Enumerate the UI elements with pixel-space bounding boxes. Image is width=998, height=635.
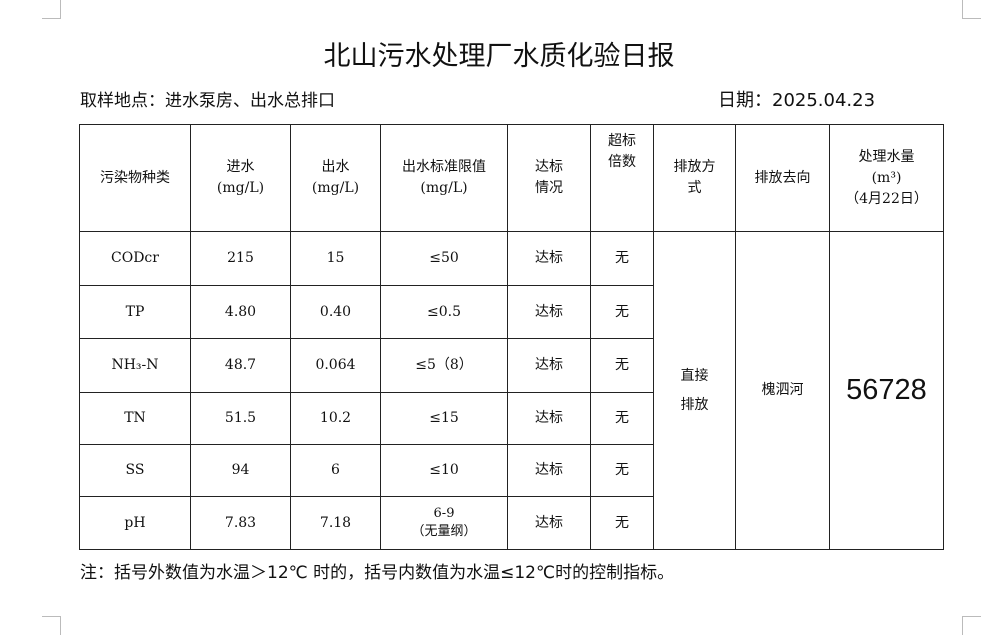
exceed-value: 无 — [590, 444, 654, 497]
page-title: 北山污水处理厂水质化验日报 — [323, 41, 675, 72]
destination: 槐泗河 — [735, 231, 830, 550]
sampling-location: 取样地点：进水泵房、出水总排口 — [80, 91, 335, 111]
unit: (mg/L) — [216, 180, 265, 196]
limit-value: ≤50 — [380, 231, 508, 286]
outflow-value: 6 — [290, 444, 381, 497]
inflow-value: 4.80 — [190, 285, 291, 339]
status-value: 达标 — [507, 338, 591, 393]
pollutant-name: NH₃-N — [79, 338, 191, 393]
header-outflow: 出水 (mg/L) — [290, 124, 381, 232]
discharge-mode: 直接 排放 — [653, 231, 736, 550]
exceed-value: 无 — [590, 231, 654, 286]
inflow-value: 94 — [190, 444, 291, 497]
header-status: 达标 情况 — [507, 124, 591, 232]
inflow-value: 215 — [190, 231, 291, 286]
status-value: 达标 — [507, 444, 591, 497]
limit-value: ≤10 — [380, 444, 508, 497]
pollutant-name: pH — [79, 496, 191, 550]
limit-value: ≤0.5 — [380, 285, 508, 339]
water-quality-table: 污染物种类 进水 (mg/L) 出水 (mg/L) 出水标准限值 (mg/L) 达标情… — [79, 124, 944, 550]
corner-mark — [962, 0, 981, 19]
outflow-value: 0.40 — [290, 285, 381, 339]
limit-value: 6-9 （无量纲） — [380, 496, 508, 550]
header-limit: 出水标准限值 (mg/L) — [380, 124, 508, 232]
limit-value: ≤5（8） — [380, 338, 508, 393]
label: 处理水量 — [858, 148, 915, 165]
label: 排放方 — [673, 159, 716, 175]
exceed-value: 无 — [590, 338, 654, 393]
header-volume: 处理水量 (m³) （4月22日） — [829, 124, 944, 232]
inflow-value: 7.83 — [190, 496, 291, 550]
label: 出水 — [321, 159, 350, 175]
table-row: NH₃-N 48.7 0.064 ≤5（8） 达标 无 — [79, 338, 944, 393]
label: 式 — [687, 180, 702, 196]
limit-value: ≤15 — [380, 392, 508, 445]
header-discharge-mode: 排放方式 — [653, 124, 736, 232]
header-exceed: 超标 倍数 — [590, 124, 654, 232]
label: 排放 — [680, 396, 709, 413]
outflow-value: 0.064 — [290, 338, 381, 393]
header-destination: 排放去向 — [735, 124, 830, 232]
pollutant-name: TP — [79, 285, 191, 339]
treated-volume: 56728 — [829, 231, 944, 550]
exceed-value: 无 — [590, 285, 654, 339]
label: 进水 — [226, 159, 255, 175]
header-pollutant: 污染物种类 — [79, 124, 191, 232]
status-value: 达标 — [507, 285, 591, 339]
pollutant-name: TN — [79, 392, 191, 445]
pollutant-name: SS — [79, 444, 191, 497]
corner-mark — [42, 616, 61, 635]
report-date: 日期：2025.04.23 — [718, 90, 876, 111]
pollutant-name: CODcr — [79, 231, 191, 286]
outflow-value: 7.18 — [290, 496, 381, 550]
unit: (m³) — [871, 169, 902, 186]
table-row: TP 4.80 0.40 ≤0.5 达标 无 — [79, 285, 944, 339]
table-row: pH 7.83 7.18 6-9 （无量纲） 达标 无 — [79, 496, 944, 550]
corner-mark — [962, 616, 981, 635]
inflow-value: 48.7 — [190, 338, 291, 393]
exceed-value: 无 — [590, 392, 654, 445]
unit: (mg/L) — [420, 180, 468, 196]
label: 倍数 — [608, 154, 636, 170]
label: 出水标准限值 — [402, 159, 486, 175]
status-value: 达标 — [507, 392, 591, 445]
table-row: CODcr 215 15 ≤50 达标 无 直接排放 槐泗河 56728 — [79, 231, 944, 550]
label: 超标 — [608, 133, 636, 149]
header-inflow: 进水 (mg/L) — [190, 124, 291, 232]
inflow-value: 51.5 — [190, 392, 291, 445]
limit-unit: （无量纲） — [411, 524, 477, 539]
unit: (mg/L) — [311, 180, 360, 196]
label: 达标 — [535, 159, 563, 175]
limit-range: 6-9 — [433, 505, 455, 521]
exceed-value: 无 — [590, 496, 654, 550]
outflow-value: 15 — [290, 231, 381, 286]
footnote: 注：括号外数值为水温＞12℃ 时的，括号内数值为水温≤12℃时的控制指标。 — [80, 563, 675, 583]
status-value: 达标 — [507, 231, 591, 286]
status-value: 达标 — [507, 496, 591, 550]
corner-mark — [42, 0, 61, 19]
label: 情况 — [535, 180, 563, 196]
table-row: TN 51.5 10.2 ≤15 达标 无 — [79, 392, 944, 445]
table-row: SS 94 6 ≤10 达标 无 — [79, 444, 944, 497]
volume-date: （4月22日） — [845, 190, 928, 207]
outflow-value: 10.2 — [290, 392, 381, 445]
header-row: 污染物种类 进水 (mg/L) 出水 (mg/L) 出水标准限值 (mg/L) 达标情… — [79, 124, 944, 232]
label: 直接 — [680, 367, 709, 384]
